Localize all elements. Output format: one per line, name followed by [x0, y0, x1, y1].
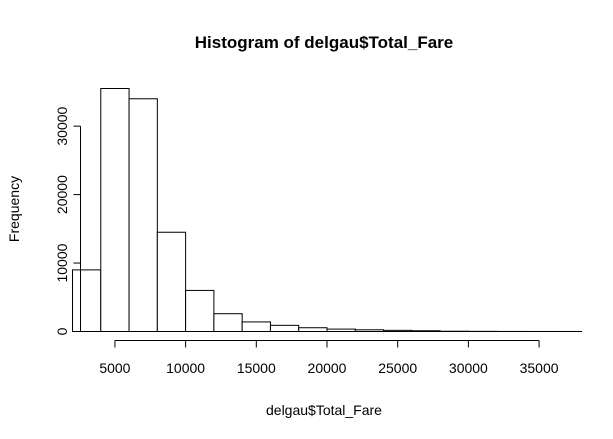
x-axis-label: delgau$Total_Fare	[266, 402, 382, 418]
x-axis: 5000 10000 15000 20000 25000 30000 35000	[99, 340, 559, 376]
histogram-bar-7	[269, 324, 300, 332]
chart-title: Histogram of delgau$Total_Fare	[195, 33, 454, 52]
x-tick-label-0: 5000	[99, 360, 130, 376]
y-tick-label-0: 0	[54, 327, 70, 335]
y-axis: 0 10000 20000 30000	[54, 106, 81, 335]
histogram-bar-10	[354, 329, 385, 333]
x-tick-label-1: 10000	[166, 360, 205, 376]
y-tick-label-1: 10000	[54, 243, 70, 282]
histogram-bar-12	[411, 330, 441, 332]
histogram-bar-4	[185, 289, 215, 332]
y-axis-label: Frequency	[6, 176, 22, 242]
histogram-bar-0	[72, 269, 102, 333]
x-tick-label-6: 35000	[520, 360, 559, 376]
histogram-bar-2	[128, 98, 158, 332]
histogram-bar-8	[298, 327, 328, 332]
bars-group	[72, 88, 582, 333]
x-tick-label-2: 15000	[237, 360, 276, 376]
histogram-bar-5	[213, 313, 243, 333]
y-tick-label-2: 20000	[54, 175, 70, 214]
y-tick-label-3: 30000	[54, 106, 70, 145]
x-tick-label-3: 20000	[308, 360, 347, 376]
x-tick-label-4: 25000	[378, 360, 417, 376]
histogram-bar-9	[326, 328, 356, 333]
histogram-bar-3	[156, 231, 187, 332]
x-tick-label-5: 30000	[449, 360, 488, 376]
histogram-bar-11	[383, 329, 413, 332]
histogram-bar-1	[100, 88, 130, 332]
histogram-bar-6	[241, 321, 271, 333]
